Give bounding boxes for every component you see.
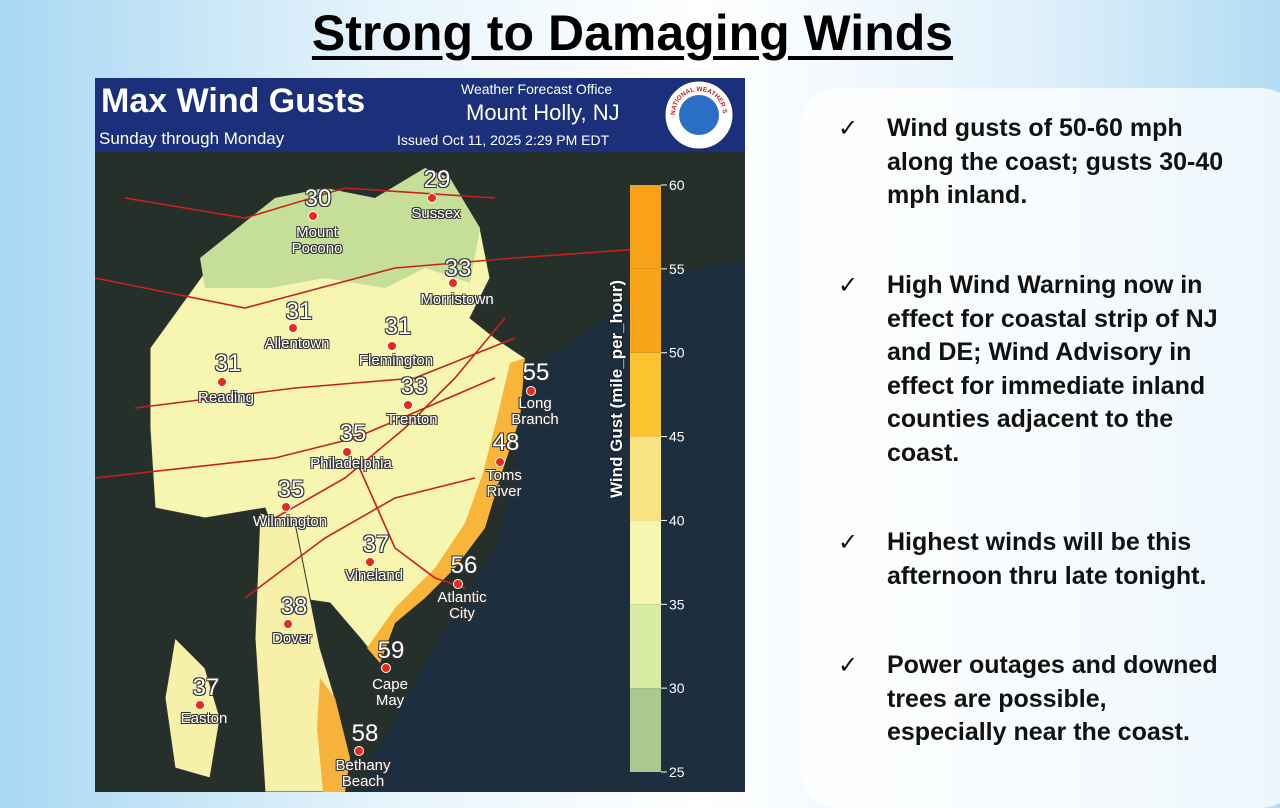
logo-center	[679, 95, 719, 135]
location-value: 30	[304, 185, 332, 212]
location-dot	[427, 193, 437, 203]
location-name: Long Branch	[511, 395, 559, 428]
legend-tick-label: 35	[669, 596, 685, 612]
location-dot	[354, 746, 364, 756]
legend-band	[630, 436, 661, 521]
north-area	[200, 168, 480, 288]
location-name: Vineland	[344, 567, 404, 584]
location-dot	[281, 502, 291, 512]
location-name: Philadelphia	[310, 455, 392, 472]
location-dot	[283, 619, 293, 629]
bullet-text: Power outages and downed trees are possi…	[887, 651, 1218, 746]
location-dot	[365, 557, 375, 567]
location-value: 31	[214, 350, 242, 377]
legend-label: Wind Gust (mile_per_hour)	[607, 279, 626, 498]
location-value: 55	[522, 359, 550, 386]
location-dot	[448, 278, 458, 288]
location-dot	[195, 700, 205, 710]
office-label: Weather Forecast Office	[461, 81, 613, 97]
location-value: 37	[362, 531, 390, 558]
location-value: 58	[351, 720, 379, 747]
wind-map: NATIONAL WEATHER SERVICE 253035404550556…	[95, 78, 745, 792]
location-value: 56	[450, 552, 478, 579]
legend-band	[630, 604, 661, 689]
location-dot	[342, 447, 352, 457]
bullet-text: Wind gusts of 50-60 mph along the coast;…	[887, 114, 1224, 209]
map-subtitle: Sunday through Monday	[99, 129, 285, 148]
location-value: 59	[377, 637, 405, 664]
location-name: Wilmington	[252, 513, 328, 530]
location-value: 33	[444, 255, 472, 282]
location-dot	[381, 663, 391, 673]
legend-tick-label: 50	[669, 345, 685, 361]
check-mark: ✓	[838, 115, 859, 142]
location-dot	[403, 400, 413, 410]
location-value: 33	[400, 373, 428, 400]
location-name: Cape May	[372, 676, 408, 709]
location-dot	[495, 457, 505, 467]
legend-band	[630, 185, 661, 269]
check-mark: ✓	[838, 272, 859, 299]
location-value: 35	[277, 476, 305, 503]
map-title: Max Wind Gusts	[101, 82, 366, 120]
location-name: Bethany Beach	[335, 757, 391, 790]
legend-band	[630, 268, 661, 353]
legend-band	[630, 520, 661, 605]
location-value: 37	[192, 674, 220, 701]
bullet-text: High Wind Warning now in effect for coas…	[887, 271, 1218, 467]
location-value: 48	[492, 429, 520, 456]
location-dot	[308, 211, 318, 221]
eastern-shore	[164, 636, 221, 779]
legend-tick-label: 40	[669, 512, 685, 528]
bullet-text: Highest winds will be this afternoon thr…	[887, 528, 1207, 590]
coastal-strip	[367, 358, 525, 663]
check-mark: ✓	[838, 529, 859, 556]
legend-tick-label: 30	[669, 680, 685, 696]
legend-tick-label: 45	[669, 429, 685, 445]
location-value: 38	[280, 593, 308, 620]
highways	[95, 187, 656, 599]
location-value: 31	[285, 298, 313, 325]
office-name: Mount Holly, NJ	[466, 100, 620, 125]
location-dot	[217, 377, 227, 387]
location-dot	[288, 323, 298, 333]
legend-band	[630, 352, 661, 437]
location-name: Trenton	[386, 411, 438, 428]
location-name: Sussex	[411, 205, 461, 222]
slide-title: Strong to Damaging Winds	[311, 5, 954, 61]
location-dot	[526, 386, 536, 396]
location-name: Reading	[198, 389, 254, 406]
location-value: 35	[339, 420, 367, 447]
location-dot	[387, 341, 397, 351]
delaware-coast	[317, 678, 350, 792]
legend-band	[630, 688, 661, 772]
check-mark: ✓	[838, 652, 859, 679]
legend-tick-label: 60	[669, 177, 685, 193]
location-name: Toms River	[486, 467, 522, 500]
location-name: Flemington	[358, 352, 434, 369]
location-name: Mount Pocono	[291, 224, 343, 257]
bullet-panel	[800, 88, 1280, 808]
map-header	[95, 78, 745, 152]
location-name: Allentown	[264, 335, 330, 352]
location-dot	[453, 579, 463, 589]
location-name: Easton	[180, 710, 228, 727]
location-name: Morristown	[420, 291, 494, 308]
issued-time: Issued Oct 11, 2025 2:29 PM EDT	[397, 132, 610, 148]
location-name: Dover	[271, 630, 312, 647]
location-name: Atlantic City	[437, 589, 487, 622]
location-value: 29	[423, 166, 451, 193]
legend-tick-label: 55	[669, 261, 685, 277]
legend: 25 30 35 40 45 50 55 60	[630, 177, 685, 780]
location-value: 31	[384, 313, 412, 340]
legend-tick-label: 25	[669, 764, 685, 780]
map-graphic: NATIONAL WEATHER SERVICE 253035404550556…	[95, 78, 745, 792]
